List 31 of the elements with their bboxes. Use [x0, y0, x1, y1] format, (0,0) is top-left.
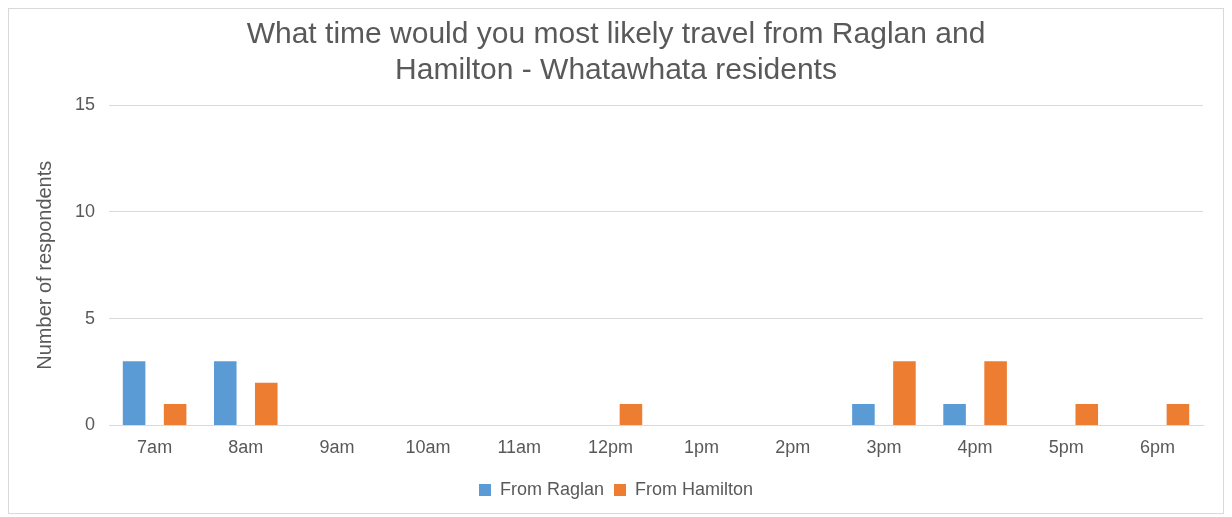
x-tick-label: 1pm — [684, 437, 720, 458]
bar — [984, 361, 1007, 425]
x-tick-label: 4pm — [957, 437, 993, 458]
x-tick-label: 9am — [319, 437, 355, 458]
chart-title: What time would you most likely travel from Raglan and Hamilton - Whatawhata residents — [246, 16, 986, 86]
bar — [943, 404, 966, 425]
bar — [213, 361, 237, 425]
y-axis-title: Number of respondents — [32, 160, 55, 370]
bar — [1166, 404, 1190, 425]
x-tick-label: 7am — [137, 437, 173, 458]
x-tick-label: 3pm — [866, 437, 902, 458]
y-tick-label: 5 — [85, 307, 96, 328]
x-tick-label: 2pm — [775, 437, 811, 458]
legend-label: From Raglan — [499, 478, 605, 499]
bar — [619, 404, 643, 425]
y-tick-label: 10 — [74, 200, 96, 221]
y-tick-label: 0 — [85, 414, 96, 435]
bar — [255, 382, 278, 425]
x-tick-label: 10am — [405, 437, 451, 458]
legend-label: From Hamilton — [635, 478, 754, 499]
x-tick-label: 8am — [228, 437, 264, 458]
bar — [893, 361, 916, 425]
y-tick-label: 15 — [74, 93, 96, 114]
x-tick-label: 6pm — [1139, 437, 1175, 458]
bar — [122, 361, 146, 425]
x-tick-label: 12pm — [587, 437, 633, 458]
x-tick-label: 11am — [497, 437, 542, 458]
x-tick-label: 5pm — [1048, 437, 1084, 458]
bar — [163, 404, 187, 425]
bar — [1075, 404, 1099, 425]
bar — [852, 404, 875, 425]
